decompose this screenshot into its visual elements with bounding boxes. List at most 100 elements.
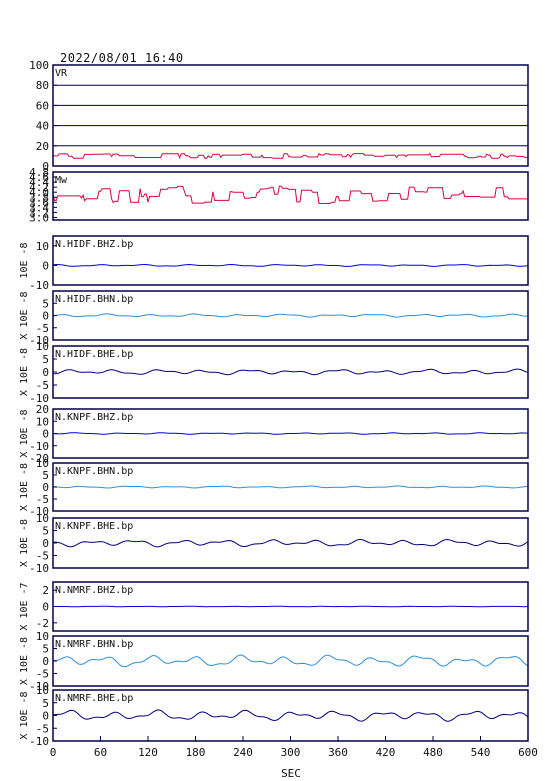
x-axis-label: SEC	[281, 767, 301, 780]
series-line	[52, 263, 529, 267]
series-line	[52, 313, 528, 318]
y-tick-label: -10	[29, 440, 49, 453]
x-tick-label: 120	[138, 746, 158, 759]
y-tick-label: 10	[36, 684, 49, 697]
x-tick-label: 300	[281, 746, 301, 759]
y-tick-label: 0	[42, 601, 49, 614]
y-tick-label: -5	[36, 493, 49, 506]
panel-2: 4.84.64.44.24.03.83.63.43.23.0 Mw	[29, 166, 529, 224]
panel-label: N.KNPF.BHZ.bp	[55, 412, 133, 423]
y-tick-label: -5	[36, 722, 49, 735]
y-tick-label: -10	[29, 680, 49, 693]
y-axis-label: X 10E -8	[19, 637, 30, 685]
y-tick-label: 4.0	[29, 186, 49, 199]
panel-frame	[52, 171, 529, 221]
panel-9: 2 0 -2 N.NMRF.BHZ.bp X 10E -7	[19, 581, 529, 632]
series-line	[52, 709, 529, 722]
y-tick-label: 10	[36, 630, 49, 643]
y-tick-label: 0	[42, 655, 49, 668]
x-tick-label: 480	[423, 746, 443, 759]
y-tick-label: 100	[29, 59, 49, 72]
y-axis-label: X 10E -8	[19, 519, 30, 567]
panel-label: N.HIDF.BHZ.bp	[55, 239, 133, 250]
panel-label: N.NMRF.BHN.bp	[55, 639, 133, 650]
panel-label: Mw	[55, 175, 68, 186]
y-tick-label: 10	[36, 240, 49, 253]
y-tick-label: 5	[42, 525, 49, 538]
panel-4: 50-5-10 N.HIDF.BHN.bp X 10E -8	[19, 290, 529, 347]
y-tick-label: 0	[42, 537, 49, 550]
y-tick-label: 0	[42, 428, 49, 441]
x-tick-label: 60	[94, 746, 107, 759]
y-tick-label: -5	[36, 668, 49, 681]
y-tick-label: 20	[36, 403, 49, 416]
y-tick-label: 5	[42, 353, 49, 366]
series-line	[53, 368, 529, 376]
y-tick-label: 5	[42, 469, 49, 482]
y-tick-label: 4.2	[29, 181, 49, 194]
y-axis-label: X 10E -7	[19, 582, 30, 630]
y-tick-label: 4.4	[29, 176, 49, 189]
panel-label: N.KNPF.BHE.bp	[55, 521, 133, 532]
y-tick-label: -10	[29, 735, 49, 748]
x-tick-label: 600	[518, 746, 538, 759]
y-tick-label: -10	[29, 392, 49, 405]
y-tick-label: 10	[36, 415, 49, 428]
series-line	[53, 152, 528, 160]
y-tick-label: -5	[36, 550, 49, 563]
y-tick-label: 3.8	[29, 191, 49, 204]
y-axis-label: X 10E -8	[19, 409, 30, 457]
x-tick-label: 540	[471, 746, 491, 759]
header-datetime: 2022/08/01 16:40	[60, 51, 184, 65]
y-tick-label: -2	[36, 617, 49, 630]
y-tick-label: -10	[29, 334, 49, 347]
y-axis-label: X 10E -8	[19, 348, 30, 396]
y-tick-label: 40	[36, 120, 49, 133]
y-axis-label: X 10E -8	[19, 291, 30, 339]
panels-group: 100806040200VR4.84.64.44.24.03.83.63.43.…	[19, 59, 529, 748]
panel-label: N.HIDF.BHE.bp	[55, 349, 133, 360]
y-tick-label: 20	[36, 140, 49, 153]
y-tick-label: 0	[42, 481, 49, 494]
y-tick-label: 3.6	[29, 196, 49, 209]
panel-frame	[52, 64, 529, 167]
panel-frame	[52, 235, 529, 286]
y-tick-label: -20	[29, 452, 49, 465]
y-tick-label: 0	[42, 710, 49, 723]
series-line	[53, 605, 528, 608]
y-tick-label: 3.4	[29, 201, 49, 214]
y-tick-label: 4.6	[29, 171, 49, 184]
y-tick-label: 10	[36, 340, 49, 353]
series-line	[53, 485, 529, 489]
x-tick-label: 420	[376, 746, 396, 759]
y-tick-label: 0	[42, 259, 49, 272]
y-tick-label: 2	[42, 584, 49, 597]
x-tick-label: 180	[186, 746, 206, 759]
panel-1: 100 80 60 40 20 0 VR	[29, 59, 529, 173]
y-tick-label: 0	[42, 310, 49, 323]
y-tick-label: 0	[42, 160, 49, 173]
y-axis-label: X 10E -8	[19, 691, 30, 739]
y-tick-label: 5	[42, 297, 49, 310]
y-tick-label: -10	[29, 279, 49, 292]
panel-label: N.NMRF.BHE.bp	[55, 693, 133, 704]
series-line	[53, 654, 529, 668]
y-tick-label: 4.8	[29, 166, 49, 179]
y-tick-label: 3.2	[29, 206, 49, 219]
y-axis-label: 10E -8	[19, 242, 30, 278]
panel-label: N.NMRF.BHZ.bp	[55, 585, 133, 596]
y-tick-label: 80	[36, 79, 49, 92]
y-tick-label: 5	[42, 697, 49, 710]
y-tick-label: 0	[42, 366, 49, 379]
y-tick-label: -5	[36, 322, 49, 335]
x-tick-label: 0	[50, 746, 57, 759]
series-line	[52, 185, 528, 204]
x-tick-label: 240	[233, 746, 253, 759]
y-tick-label: 10	[36, 512, 49, 525]
series-line	[52, 432, 529, 435]
